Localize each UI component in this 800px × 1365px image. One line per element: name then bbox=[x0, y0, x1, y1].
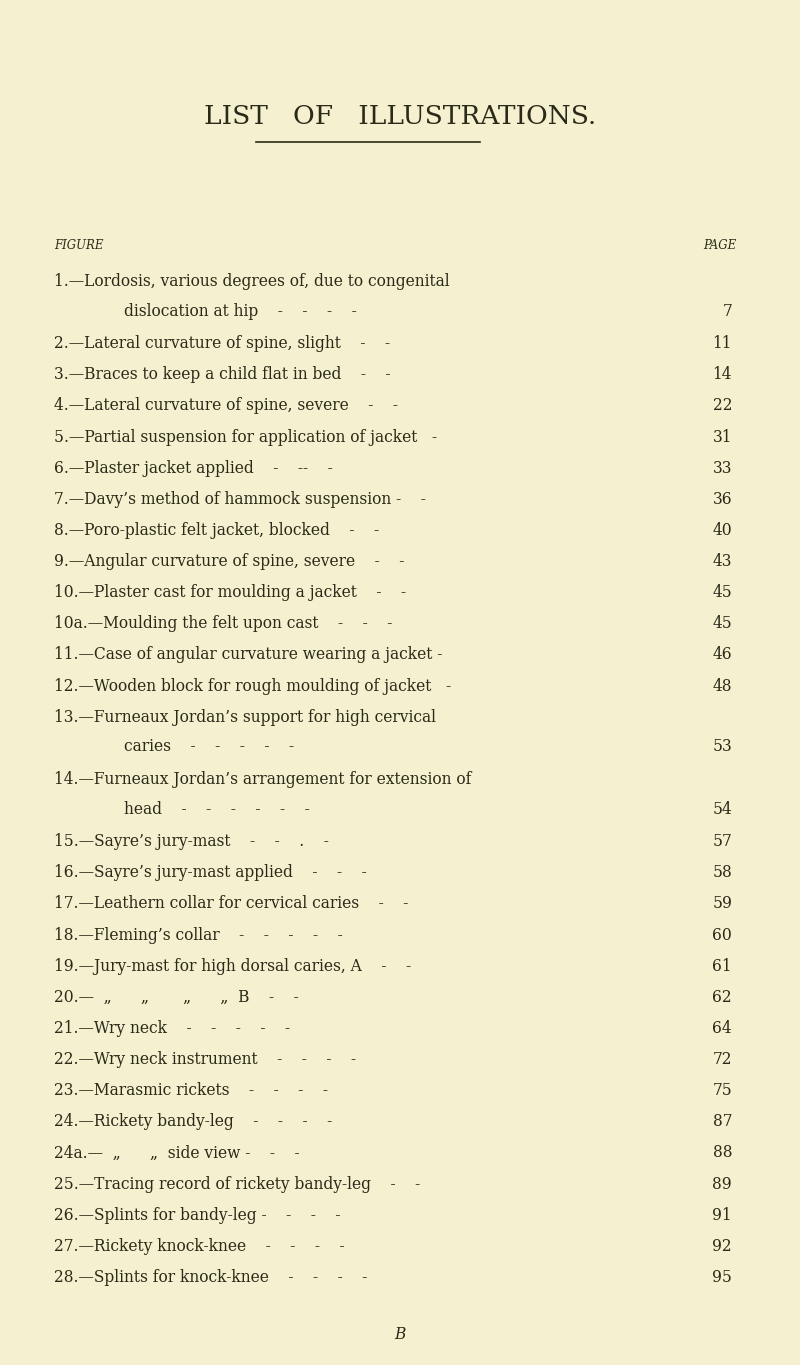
Text: 53: 53 bbox=[712, 738, 732, 755]
Text: LIST   OF   ILLUSTRATIONS.: LIST OF ILLUSTRATIONS. bbox=[204, 104, 596, 128]
Text: 28.—Splints for knock-knee    -    -    -    -: 28.—Splints for knock-knee - - - - bbox=[54, 1269, 368, 1286]
Text: 10.—Plaster cast for moulding a jacket    -    -: 10.—Plaster cast for moulding a jacket -… bbox=[54, 584, 406, 601]
Text: 60: 60 bbox=[712, 927, 732, 943]
Text: 7.—Davy’s method of hammock suspension -    -: 7.—Davy’s method of hammock suspension -… bbox=[54, 491, 426, 508]
Text: 54: 54 bbox=[712, 800, 732, 818]
Text: 6.—Plaster jacket applied    -    --    -: 6.—Plaster jacket applied - -- - bbox=[54, 460, 333, 476]
Text: 58: 58 bbox=[712, 864, 732, 882]
Text: B: B bbox=[394, 1327, 406, 1343]
Text: 48: 48 bbox=[713, 677, 732, 695]
Text: 24a.—  „      „  side view -    -    -: 24a.— „ „ side view - - - bbox=[54, 1144, 300, 1162]
Text: caries    -    -    -    -    -: caries - - - - - bbox=[124, 738, 294, 755]
Text: 24.—Rickety bandy-leg    -    -    -    -: 24.—Rickety bandy-leg - - - - bbox=[54, 1114, 333, 1130]
Text: 25.—Tracing record of rickety bandy-leg    -    -: 25.—Tracing record of rickety bandy-leg … bbox=[54, 1175, 421, 1193]
Text: 33: 33 bbox=[713, 460, 732, 476]
Text: 14.—Furneaux Jordan’s arrangement for extension of: 14.—Furneaux Jordan’s arrangement for ex… bbox=[54, 771, 472, 788]
Text: 40: 40 bbox=[712, 521, 732, 539]
Text: 57: 57 bbox=[712, 833, 732, 850]
Text: 11.—Case of angular curvature wearing a jacket -: 11.—Case of angular curvature wearing a … bbox=[54, 647, 442, 663]
Text: 62: 62 bbox=[712, 988, 732, 1006]
Text: 7: 7 bbox=[722, 303, 732, 319]
Text: 61: 61 bbox=[712, 958, 732, 975]
Text: 95: 95 bbox=[712, 1269, 732, 1286]
Text: 27.—Rickety knock-knee    -    -    -    -: 27.—Rickety knock-knee - - - - bbox=[54, 1238, 345, 1254]
Text: dislocation at hip    -    -    -    -: dislocation at hip - - - - bbox=[124, 303, 357, 319]
Text: 18.—Fleming’s collar    -    -    -    -    -: 18.—Fleming’s collar - - - - - bbox=[54, 927, 343, 943]
Text: 72: 72 bbox=[713, 1051, 732, 1067]
Text: 91: 91 bbox=[712, 1207, 732, 1223]
Text: 3.—Braces to keep a child flat in bed    -    -: 3.—Braces to keep a child flat in bed - … bbox=[54, 366, 391, 384]
Text: 10a.—Moulding the felt upon cast    -    -    -: 10a.—Moulding the felt upon cast - - - bbox=[54, 616, 393, 632]
Text: 15.—Sayre’s jury-mast    -    -    .    -: 15.—Sayre’s jury-mast - - . - bbox=[54, 833, 330, 850]
Text: 36: 36 bbox=[712, 491, 732, 508]
Text: head    -    -    -    -    -    -: head - - - - - - bbox=[124, 800, 310, 818]
Text: 22: 22 bbox=[713, 397, 732, 415]
Text: 75: 75 bbox=[712, 1082, 732, 1099]
Text: 46: 46 bbox=[712, 647, 732, 663]
Text: 16.—Sayre’s jury-mast applied    -    -    -: 16.—Sayre’s jury-mast applied - - - bbox=[54, 864, 367, 882]
Text: 14: 14 bbox=[713, 366, 732, 384]
Text: 88: 88 bbox=[713, 1144, 732, 1162]
Text: 1.—Lordosis, various degrees of, due to congenital: 1.—Lordosis, various degrees of, due to … bbox=[54, 273, 450, 289]
Text: 12.—Wooden block for rough moulding of jacket   -: 12.—Wooden block for rough moulding of j… bbox=[54, 677, 451, 695]
Text: 17.—Leathern collar for cervical caries    -    -: 17.—Leathern collar for cervical caries … bbox=[54, 895, 409, 912]
Text: 89: 89 bbox=[712, 1175, 732, 1193]
Text: 23.—Marasmic rickets    -    -    -    -: 23.—Marasmic rickets - - - - bbox=[54, 1082, 328, 1099]
Text: 4.—Lateral curvature of spine, severe    -    -: 4.—Lateral curvature of spine, severe - … bbox=[54, 397, 398, 415]
Text: 8.—Poro-plastic felt jacket, blocked    -    -: 8.—Poro-plastic felt jacket, blocked - - bbox=[54, 521, 379, 539]
Text: 87: 87 bbox=[713, 1114, 732, 1130]
Text: 11: 11 bbox=[713, 336, 732, 352]
Text: 26.—Splints for bandy-leg -    -    -    -: 26.—Splints for bandy-leg - - - - bbox=[54, 1207, 341, 1223]
Text: 64: 64 bbox=[712, 1020, 732, 1037]
Text: FIGURE: FIGURE bbox=[54, 239, 104, 253]
Text: 9.—Angular curvature of spine, severe    -    -: 9.—Angular curvature of spine, severe - … bbox=[54, 553, 405, 571]
Text: 92: 92 bbox=[712, 1238, 732, 1254]
Text: 21.—Wry neck    -    -    -    -    -: 21.—Wry neck - - - - - bbox=[54, 1020, 290, 1037]
Text: 45: 45 bbox=[712, 616, 732, 632]
Text: 5.—Partial suspension for application of jacket   -: 5.—Partial suspension for application of… bbox=[54, 429, 438, 445]
Text: PAGE: PAGE bbox=[702, 239, 736, 253]
Text: 43: 43 bbox=[713, 553, 732, 571]
Text: 13.—Furneaux Jordan’s support for high cervical: 13.—Furneaux Jordan’s support for high c… bbox=[54, 708, 437, 726]
Text: 31: 31 bbox=[713, 429, 732, 445]
Text: 2.—Lateral curvature of spine, slight    -    -: 2.—Lateral curvature of spine, slight - … bbox=[54, 336, 390, 352]
Text: 45: 45 bbox=[712, 584, 732, 601]
Text: 22.—Wry neck instrument    -    -    -    -: 22.—Wry neck instrument - - - - bbox=[54, 1051, 357, 1067]
Text: 59: 59 bbox=[712, 895, 732, 912]
Text: 19.—Jury-mast for high dorsal caries, A    -    -: 19.—Jury-mast for high dorsal caries, A … bbox=[54, 958, 411, 975]
Text: 20.—  „      „       „      „  B    -    -: 20.— „ „ „ „ B - - bbox=[54, 988, 299, 1006]
